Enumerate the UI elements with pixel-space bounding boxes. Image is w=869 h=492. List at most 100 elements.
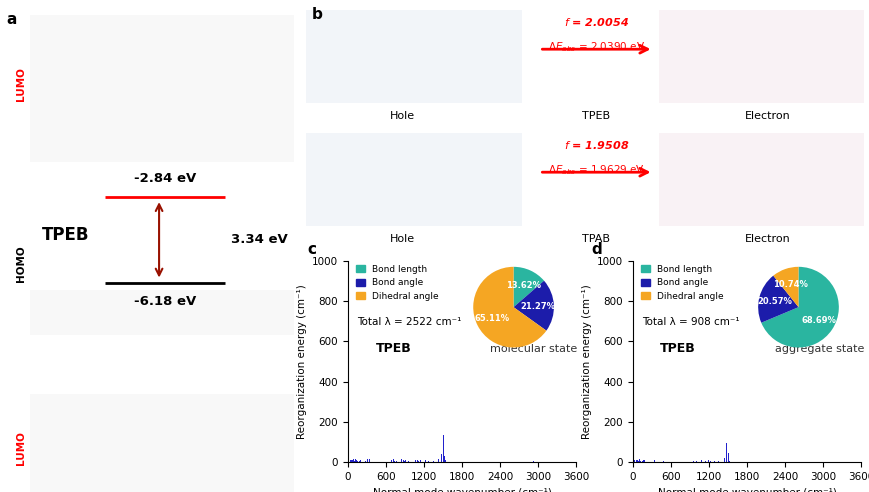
Bar bbox=[394, 461, 395, 462]
Bar bbox=[368, 460, 369, 462]
Text: Total λ = 908 cm⁻¹: Total λ = 908 cm⁻¹ bbox=[641, 317, 739, 327]
Bar bbox=[350, 460, 351, 462]
Text: c: c bbox=[307, 242, 315, 257]
Bar bbox=[409, 461, 410, 462]
Bar bbox=[420, 461, 421, 462]
Bar bbox=[644, 461, 645, 462]
Bar bbox=[395, 461, 396, 462]
Bar bbox=[706, 461, 708, 462]
Bar bbox=[359, 459, 360, 462]
Bar bbox=[416, 460, 417, 462]
Bar bbox=[648, 461, 649, 462]
Bar bbox=[405, 461, 406, 462]
Bar bbox=[408, 461, 409, 462]
Text: -2.84 eV: -2.84 eV bbox=[134, 172, 196, 184]
Bar bbox=[359, 461, 360, 462]
Text: Electron: Electron bbox=[744, 234, 789, 244]
Bar bbox=[659, 133, 863, 226]
Bar bbox=[351, 461, 352, 462]
X-axis label: Normal mode wavenumber (cm⁻¹): Normal mode wavenumber (cm⁻¹) bbox=[657, 488, 836, 492]
Bar bbox=[643, 461, 644, 462]
Bar bbox=[420, 460, 421, 462]
Y-axis label: Reorganization energy (cm⁻¹): Reorganization energy (cm⁻¹) bbox=[580, 284, 591, 439]
Bar bbox=[349, 461, 350, 462]
Bar bbox=[393, 460, 394, 462]
Text: $\Delta E_{abs}$ = 1.9629 eV: $\Delta E_{abs}$ = 1.9629 eV bbox=[547, 163, 644, 177]
Text: TPAB: TPAB bbox=[582, 234, 610, 244]
Text: LUMO: LUMO bbox=[16, 67, 26, 100]
Bar bbox=[306, 133, 521, 226]
Bar bbox=[639, 461, 640, 462]
Bar bbox=[642, 460, 643, 462]
Bar bbox=[390, 460, 391, 462]
Bar bbox=[364, 461, 365, 462]
Bar bbox=[350, 460, 351, 462]
Text: molecular state: molecular state bbox=[489, 343, 576, 354]
Bar bbox=[669, 461, 670, 462]
Bar bbox=[358, 461, 359, 462]
Bar bbox=[639, 460, 640, 462]
Bar bbox=[349, 460, 350, 462]
Bar bbox=[636, 461, 637, 462]
Bar bbox=[376, 461, 377, 462]
Bar bbox=[692, 461, 693, 462]
Bar bbox=[30, 394, 294, 492]
Bar bbox=[359, 461, 360, 462]
Bar bbox=[353, 459, 354, 462]
Bar bbox=[539, 461, 540, 462]
Bar bbox=[433, 461, 434, 462]
Bar bbox=[355, 461, 356, 462]
X-axis label: Normal mode wavenumber (cm⁻¹): Normal mode wavenumber (cm⁻¹) bbox=[372, 488, 551, 492]
Bar bbox=[648, 461, 649, 462]
Bar bbox=[30, 290, 294, 335]
Text: -6.18 eV: -6.18 eV bbox=[134, 295, 196, 308]
Bar bbox=[635, 461, 636, 462]
Bar bbox=[690, 461, 691, 462]
Bar bbox=[700, 460, 701, 462]
Text: Hole: Hole bbox=[389, 234, 415, 244]
Text: 3.34 eV: 3.34 eV bbox=[231, 233, 288, 246]
Bar bbox=[722, 461, 723, 462]
Text: b: b bbox=[311, 7, 322, 22]
Bar bbox=[637, 461, 638, 462]
Text: TPEB: TPEB bbox=[660, 341, 695, 355]
Bar bbox=[641, 461, 642, 462]
Bar bbox=[357, 461, 358, 462]
Bar bbox=[356, 461, 357, 462]
Bar bbox=[702, 461, 703, 462]
Bar bbox=[402, 460, 403, 462]
Text: $\Delta E_{abs}$ = 2.0390 eV: $\Delta E_{abs}$ = 2.0390 eV bbox=[547, 40, 644, 54]
Bar bbox=[360, 460, 361, 462]
Bar bbox=[355, 460, 356, 462]
Bar bbox=[348, 459, 349, 462]
Bar bbox=[355, 461, 356, 462]
Bar bbox=[726, 454, 727, 462]
Bar bbox=[671, 461, 672, 462]
Bar bbox=[404, 461, 405, 462]
Bar bbox=[355, 459, 356, 462]
Text: d: d bbox=[591, 242, 602, 257]
Text: $f$ = 2.0054: $f$ = 2.0054 bbox=[563, 16, 628, 28]
Text: Hole: Hole bbox=[389, 111, 415, 121]
Bar bbox=[367, 460, 368, 462]
Text: HOMO: HOMO bbox=[16, 245, 26, 281]
Text: $f$ = 1.9508: $f$ = 1.9508 bbox=[563, 139, 628, 151]
Legend: Bond length, Bond angle, Dihedral angle: Bond length, Bond angle, Dihedral angle bbox=[637, 261, 726, 305]
Bar bbox=[30, 15, 294, 162]
Text: LUMO: LUMO bbox=[16, 431, 26, 464]
Bar bbox=[637, 461, 638, 462]
Bar bbox=[533, 461, 534, 462]
Text: Total λ = 2522 cm⁻¹: Total λ = 2522 cm⁻¹ bbox=[356, 317, 461, 327]
Bar bbox=[633, 461, 634, 462]
Bar bbox=[469, 461, 470, 462]
Bar bbox=[439, 458, 440, 462]
Bar bbox=[445, 460, 446, 462]
Bar bbox=[707, 460, 708, 462]
Y-axis label: Reorganization energy (cm⁻¹): Reorganization energy (cm⁻¹) bbox=[296, 284, 306, 439]
Bar bbox=[356, 461, 357, 462]
Bar bbox=[394, 461, 395, 462]
Bar bbox=[639, 461, 640, 462]
Text: TPEB: TPEB bbox=[43, 226, 90, 244]
Bar bbox=[350, 461, 351, 462]
Bar bbox=[728, 461, 729, 462]
